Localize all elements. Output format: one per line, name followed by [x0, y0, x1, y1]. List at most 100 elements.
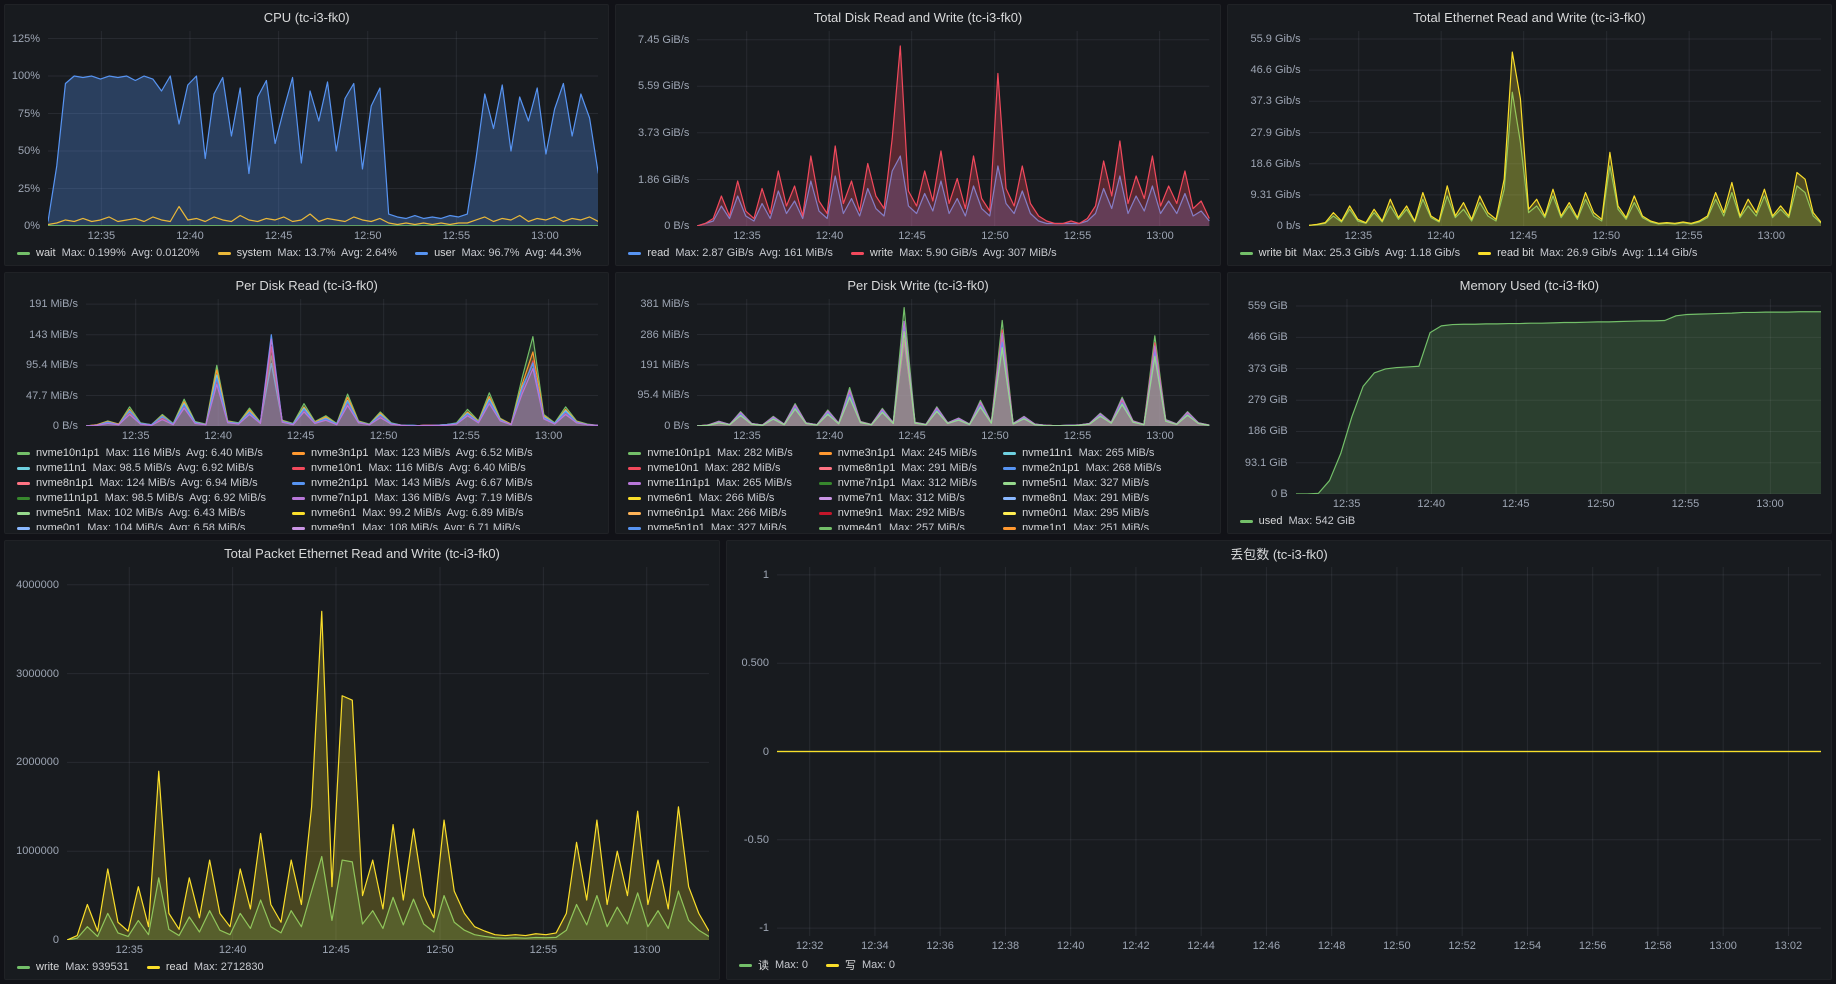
legend-label[interactable]: nvme6n1: [647, 492, 693, 504]
legend-item[interactable]: nvme5n1 Max: 327 MiB/s: [1003, 477, 1161, 489]
legend-label[interactable]: system: [236, 247, 272, 259]
legend-label[interactable]: nvme2n1p1: [1022, 462, 1080, 474]
legend-item[interactable]: nvme0n1 Max: 295 MiB/s: [1003, 507, 1161, 519]
panel-title[interactable]: Per Disk Read (tc-i3-fk0): [235, 277, 378, 293]
legend-item[interactable]: nvme7n1p1 Max: 312 MiB/s: [818, 477, 977, 489]
plot-area[interactable]: [777, 567, 1821, 936]
legend-item[interactable]: nvme5n1 Max: 102 MiB/s Avg: 6.43 MiB/s: [17, 507, 266, 519]
legend-item[interactable]: nvme9n1 Max: 292 MiB/s: [818, 507, 977, 519]
plot-area[interactable]: [48, 31, 599, 226]
legend-label[interactable]: read: [165, 961, 188, 973]
legend-item[interactable]: nvme10n1 Max: 116 MiB/s Avg: 6.40 MiB/s: [292, 462, 533, 474]
panel-title[interactable]: Total Disk Read and Write (tc-i3-fk0): [813, 9, 1023, 25]
legend-label[interactable]: nvme9n1: [311, 522, 357, 530]
legend-item[interactable]: nvme1n1 Max: 251 MiB/s: [1003, 522, 1161, 530]
legend-label[interactable]: nvme10n1p1: [647, 447, 711, 459]
legend-label[interactable]: 读: [758, 960, 769, 972]
legend-label[interactable]: nvme6n1p1: [647, 507, 705, 519]
legend-item[interactable]: nvme11n1p1 Max: 265 MiB/s: [628, 477, 792, 489]
legend-label[interactable]: nvme0n1: [1022, 507, 1068, 519]
legend-item[interactable]: read bit Max: 26.9 Gib/s Avg: 1.14 Gib/s: [1478, 247, 1697, 259]
legend-item[interactable]: nvme11n1p1 Max: 98.5 MiB/s Avg: 6.92 MiB/…: [17, 492, 266, 504]
legend-item[interactable]: nvme6n1 Max: 266 MiB/s: [628, 492, 792, 504]
legend-item[interactable]: nvme11n1 Max: 265 MiB/s: [1003, 447, 1161, 459]
legend-item[interactable]: nvme10n1 Max: 282 MiB/s: [628, 462, 792, 474]
legend-label[interactable]: nvme3n1p1: [837, 447, 896, 459]
legend-item[interactable]: nvme10n1p1 Max: 282 MiB/s: [628, 447, 793, 459]
plot-area[interactable]: [86, 299, 599, 426]
legend-label[interactable]: nvme10n1: [311, 462, 363, 474]
legend-label[interactable]: wait: [36, 247, 56, 259]
legend-item[interactable]: nvme2n1p1 Max: 143 MiB/s Avg: 6.67 MiB/s: [292, 477, 533, 489]
plot-area[interactable]: [67, 567, 709, 940]
legend-label[interactable]: 写: [845, 960, 857, 972]
panel-header[interactable]: Memory Used (tc-i3-fk0): [1228, 273, 1831, 297]
legend-label[interactable]: write: [36, 961, 60, 973]
legend-item[interactable]: nvme8n1 Max: 291 MiB/s: [1003, 492, 1161, 504]
panel-header[interactable]: Total Packet Ethernet Read and Write (tc…: [5, 541, 719, 565]
legend-label[interactable]: read: [647, 247, 670, 259]
legend-label[interactable]: user: [434, 247, 456, 259]
legend-item[interactable]: nvme7n1p1 Max: 136 MiB/s Avg: 7.19 MiB/s: [292, 492, 533, 504]
panel-header[interactable]: Per Disk Read (tc-i3-fk0): [5, 273, 608, 297]
legend-label[interactable]: nvme6n1: [311, 507, 357, 519]
legend-item[interactable]: wait Max: 0.199% Avg: 0.0120%: [17, 247, 200, 259]
legend-item[interactable]: nvme11n1 Max: 98.5 MiB/s Avg: 6.92 MiB/s: [17, 462, 266, 474]
legend-label[interactable]: nvme7n1p1: [311, 492, 369, 504]
legend-item[interactable]: nvme3n1p1 Max: 245 MiB/s: [818, 447, 977, 459]
legend-item[interactable]: read Max: 2712830: [146, 961, 264, 973]
legend-label[interactable]: nvme11n1: [36, 462, 87, 474]
legend-label[interactable]: nvme7n1: [837, 492, 884, 504]
legend-label[interactable]: nvme5n1p1: [647, 522, 705, 530]
legend-item[interactable]: 写 Max: 0: [826, 957, 895, 973]
legend-item[interactable]: nvme8n1p1 Max: 124 MiB/s Avg: 6.94 MiB/s: [17, 477, 266, 489]
legend-item[interactable]: system Max: 13.7% Avg: 2.64%: [217, 247, 397, 259]
plot-area[interactable]: [1308, 31, 1821, 226]
legend-label[interactable]: nvme8n1p1: [36, 477, 94, 489]
legend-label[interactable]: nvme8n1p1: [837, 462, 896, 474]
legend-label[interactable]: nvme3n1p1: [311, 447, 369, 459]
plot-area[interactable]: [697, 31, 1210, 226]
legend-label[interactable]: nvme5n1: [36, 507, 82, 519]
panel-title[interactable]: Memory Used (tc-i3-fk0): [1459, 277, 1600, 293]
panel-title[interactable]: CPU (tc-i3-fk0): [263, 9, 350, 25]
panel-header[interactable]: Total Ethernet Read and Write (tc-i3-fk0…: [1228, 5, 1831, 29]
legend-label[interactable]: nvme4n1: [837, 522, 884, 530]
panel-title[interactable]: Total Packet Ethernet Read and Write (tc…: [224, 545, 500, 561]
plot-area[interactable]: [697, 299, 1210, 426]
legend-item[interactable]: nvme4n1 Max: 257 MiB/s: [818, 522, 977, 530]
legend-label[interactable]: nvme0n1: [36, 522, 82, 530]
legend-label[interactable]: used: [1258, 515, 1283, 527]
panel-title[interactable]: 丢包数 (tc-i3-fk0): [1230, 546, 1328, 562]
legend-label[interactable]: nvme7n1p1: [837, 477, 896, 489]
plot-area[interactable]: [1295, 299, 1821, 494]
legend-label[interactable]: nvme1n1: [1022, 522, 1068, 530]
legend-label[interactable]: nvme2n1p1: [311, 477, 369, 489]
panel-title[interactable]: Per Disk Write (tc-i3-fk0): [847, 277, 989, 293]
legend-item[interactable]: write bit Max: 25.3 Gib/s Avg: 1.18 Gib/s: [1239, 247, 1460, 259]
legend-item[interactable]: used Max: 542 GiB: [1239, 515, 1355, 527]
legend-item[interactable]: nvme9n1 Max: 108 MiB/s Avg: 6.71 MiB/s: [292, 522, 533, 530]
legend-label[interactable]: nvme11n1: [1022, 447, 1073, 459]
legend-item[interactable]: nvme7n1 Max: 312 MiB/s: [818, 492, 977, 504]
panel-header[interactable]: 丢包数 (tc-i3-fk0): [727, 541, 1831, 565]
legend-item[interactable]: write Max: 5.90 GiB/s Avg: 307 MiB/s: [850, 247, 1057, 259]
panel-header[interactable]: Per Disk Write (tc-i3-fk0): [616, 273, 1219, 297]
legend-item[interactable]: 读 Max: 0: [739, 957, 808, 973]
legend-label[interactable]: nvme9n1: [837, 507, 884, 519]
panel-header[interactable]: Total Disk Read and Write (tc-i3-fk0): [616, 5, 1219, 29]
legend-item[interactable]: nvme10n1p1 Max: 116 MiB/s Avg: 6.40 MiB/s: [17, 447, 266, 459]
legend-item[interactable]: nvme3n1p1 Max: 123 MiB/s Avg: 6.52 MiB/s: [292, 447, 533, 459]
legend-label[interactable]: nvme8n1: [1022, 492, 1068, 504]
panel-header[interactable]: CPU (tc-i3-fk0): [5, 5, 608, 29]
legend-item[interactable]: nvme2n1p1 Max: 268 MiB/s: [1003, 462, 1161, 474]
legend-label[interactable]: write bit: [1258, 247, 1297, 259]
legend-item[interactable]: nvme6n1 Max: 99.2 MiB/s Avg: 6.89 MiB/s: [292, 507, 533, 519]
legend-item[interactable]: nvme5n1p1 Max: 327 MiB/s: [628, 522, 792, 530]
legend-label[interactable]: nvme11n1p1: [647, 477, 711, 489]
legend-label[interactable]: nvme10n1p1: [36, 447, 100, 459]
legend-label[interactable]: nvme10n1: [647, 462, 699, 474]
legend-label[interactable]: write: [869, 247, 894, 259]
legend-label[interactable]: read bit: [1497, 247, 1534, 259]
legend-item[interactable]: user Max: 96.7% Avg: 44.3%: [415, 247, 581, 259]
